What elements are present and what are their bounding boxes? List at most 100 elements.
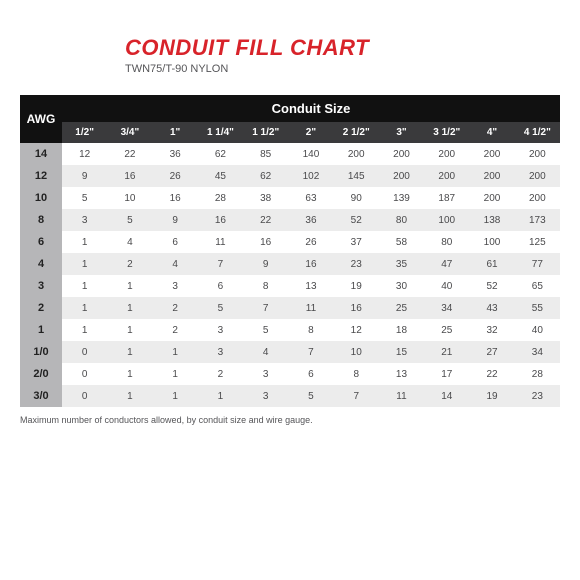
data-cell: 200 bbox=[515, 143, 560, 165]
table-row: 6146111626375880100125 bbox=[20, 231, 560, 253]
data-cell: 22 bbox=[107, 143, 152, 165]
data-cell: 200 bbox=[469, 143, 514, 165]
data-cell: 52 bbox=[469, 275, 514, 297]
data-cell: 200 bbox=[379, 143, 424, 165]
table-row: 141222366285140200200200200200 bbox=[20, 143, 560, 165]
table-row: 3/0011135711141923 bbox=[20, 385, 560, 407]
data-cell: 187 bbox=[424, 187, 469, 209]
data-cell: 5 bbox=[243, 319, 288, 341]
col-header-awg: AWG bbox=[20, 95, 62, 143]
data-cell: 80 bbox=[424, 231, 469, 253]
data-cell: 10 bbox=[107, 187, 152, 209]
awg-cell: 2/0 bbox=[20, 363, 62, 385]
data-cell: 62 bbox=[198, 143, 243, 165]
data-cell: 15 bbox=[379, 341, 424, 363]
data-cell: 7 bbox=[334, 385, 379, 407]
data-cell: 1 bbox=[107, 363, 152, 385]
col-header-size: 4" bbox=[469, 122, 514, 143]
data-cell: 5 bbox=[198, 297, 243, 319]
table-row: 12916264562102145200200200200 bbox=[20, 165, 560, 187]
data-cell: 1 bbox=[62, 275, 107, 297]
data-cell: 200 bbox=[469, 187, 514, 209]
data-cell: 27 bbox=[469, 341, 514, 363]
data-cell: 200 bbox=[379, 165, 424, 187]
col-header-size: 3" bbox=[379, 122, 424, 143]
table-row: 311368131930405265 bbox=[20, 275, 560, 297]
col-header-size: 1" bbox=[153, 122, 198, 143]
data-cell: 13 bbox=[288, 275, 333, 297]
data-cell: 23 bbox=[515, 385, 560, 407]
data-cell: 2 bbox=[198, 363, 243, 385]
data-cell: 23 bbox=[334, 253, 379, 275]
data-cell: 63 bbox=[288, 187, 333, 209]
awg-cell: 4 bbox=[20, 253, 62, 275]
data-cell: 0 bbox=[62, 341, 107, 363]
data-cell: 45 bbox=[198, 165, 243, 187]
awg-cell: 1 bbox=[20, 319, 62, 341]
col-header-size: 2 1/2" bbox=[334, 122, 379, 143]
data-cell: 22 bbox=[243, 209, 288, 231]
data-cell: 1 bbox=[107, 341, 152, 363]
data-cell: 4 bbox=[107, 231, 152, 253]
table-row: 412479162335476177 bbox=[20, 253, 560, 275]
data-cell: 140 bbox=[288, 143, 333, 165]
awg-cell: 1/0 bbox=[20, 341, 62, 363]
data-cell: 200 bbox=[334, 143, 379, 165]
data-cell: 5 bbox=[288, 385, 333, 407]
data-cell: 7 bbox=[288, 341, 333, 363]
data-cell: 2 bbox=[153, 319, 198, 341]
data-cell: 34 bbox=[424, 297, 469, 319]
data-cell: 2 bbox=[153, 297, 198, 319]
data-cell: 16 bbox=[198, 209, 243, 231]
page-subtitle: TWN75/T-90 NYLON bbox=[125, 63, 580, 75]
data-cell: 26 bbox=[153, 165, 198, 187]
data-cell: 25 bbox=[424, 319, 469, 341]
awg-cell: 8 bbox=[20, 209, 62, 231]
data-cell: 16 bbox=[153, 187, 198, 209]
awg-cell: 12 bbox=[20, 165, 62, 187]
data-cell: 1 bbox=[62, 319, 107, 341]
data-cell: 12 bbox=[334, 319, 379, 341]
data-cell: 8 bbox=[288, 319, 333, 341]
data-cell: 145 bbox=[334, 165, 379, 187]
data-cell: 8 bbox=[334, 363, 379, 385]
data-cell: 1 bbox=[62, 297, 107, 319]
awg-cell: 6 bbox=[20, 231, 62, 253]
footnote: Maximum number of conductors allowed, by… bbox=[0, 407, 580, 425]
col-header-size: 3/4" bbox=[107, 122, 152, 143]
data-cell: 28 bbox=[198, 187, 243, 209]
data-cell: 38 bbox=[243, 187, 288, 209]
data-cell: 14 bbox=[424, 385, 469, 407]
data-cell: 19 bbox=[334, 275, 379, 297]
data-cell: 61 bbox=[469, 253, 514, 275]
data-cell: 6 bbox=[288, 363, 333, 385]
data-cell: 13 bbox=[379, 363, 424, 385]
table-row: 105101628386390139187200200 bbox=[20, 187, 560, 209]
data-cell: 1 bbox=[107, 297, 152, 319]
data-cell: 7 bbox=[198, 253, 243, 275]
data-cell: 1 bbox=[153, 363, 198, 385]
data-cell: 1 bbox=[153, 385, 198, 407]
awg-cell: 10 bbox=[20, 187, 62, 209]
data-cell: 200 bbox=[515, 165, 560, 187]
data-cell: 1 bbox=[107, 319, 152, 341]
data-cell: 62 bbox=[243, 165, 288, 187]
data-cell: 17 bbox=[424, 363, 469, 385]
table-row: 1/00113471015212734 bbox=[20, 341, 560, 363]
data-cell: 52 bbox=[334, 209, 379, 231]
col-group-conduit-size: Conduit Size bbox=[62, 95, 560, 122]
data-cell: 1 bbox=[107, 385, 152, 407]
data-cell: 36 bbox=[153, 143, 198, 165]
data-cell: 11 bbox=[288, 297, 333, 319]
data-cell: 30 bbox=[379, 275, 424, 297]
data-cell: 9 bbox=[153, 209, 198, 231]
data-cell: 0 bbox=[62, 385, 107, 407]
data-cell: 4 bbox=[243, 341, 288, 363]
data-cell: 80 bbox=[379, 209, 424, 231]
data-cell: 11 bbox=[379, 385, 424, 407]
awg-cell: 3 bbox=[20, 275, 62, 297]
data-cell: 6 bbox=[198, 275, 243, 297]
data-cell: 200 bbox=[424, 143, 469, 165]
table-body: 1412223662851402002002002002001291626456… bbox=[20, 143, 560, 407]
data-cell: 1 bbox=[107, 275, 152, 297]
